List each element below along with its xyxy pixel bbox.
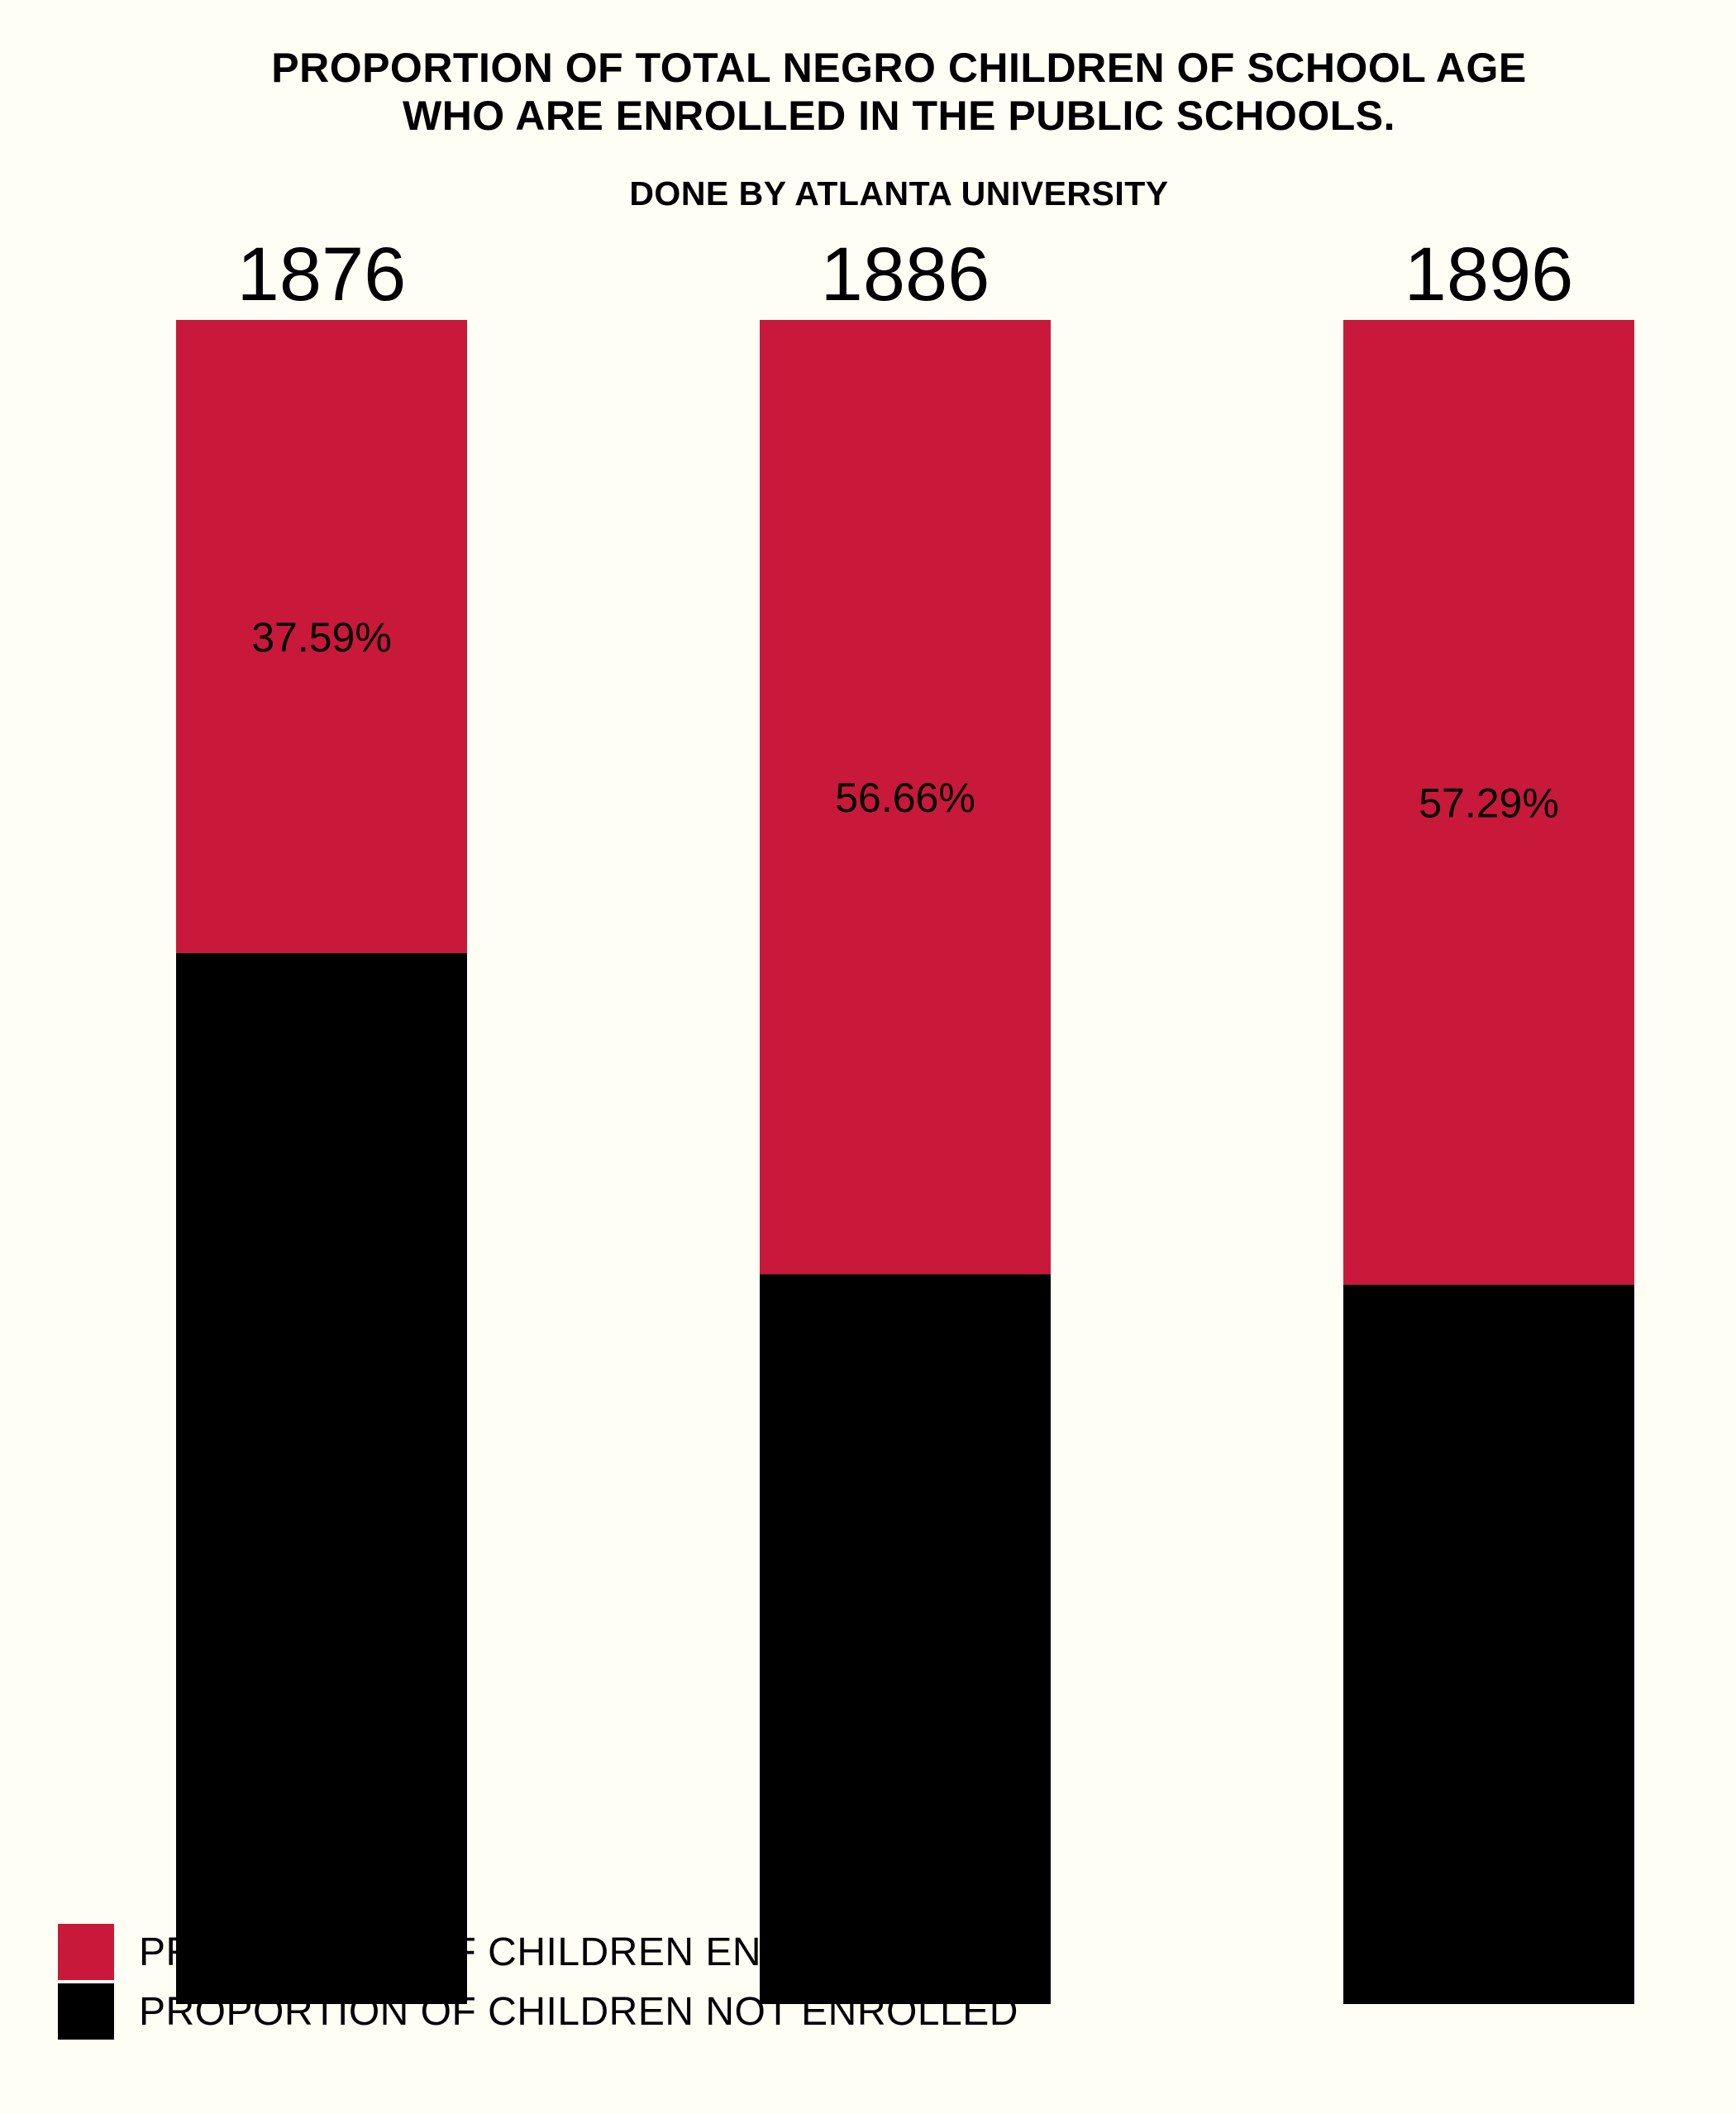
value-label-1886: 56.66% xyxy=(835,775,975,821)
value-label-1896: 57.29% xyxy=(1419,780,1559,827)
chart-title-line-1: PROPORTION OF TOTAL NEGRO CHILDREN OF SC… xyxy=(271,45,1527,91)
bar-not-enrolled-1896 xyxy=(1343,1285,1634,2005)
legend-swatch-not-enrolled xyxy=(58,1983,114,2040)
bar-not-enrolled-1886 xyxy=(760,1274,1051,2005)
year-label-1896: 1896 xyxy=(1405,232,1574,317)
legend-item-enrolled: PROPORTION OF CHILDREN ENROLLED xyxy=(58,1922,1018,1982)
year-label-1886: 1886 xyxy=(821,232,990,317)
chart-subtitle: DONE BY ATLANTA UNIVERSITY xyxy=(629,174,1169,212)
year-label-1876: 1876 xyxy=(237,232,407,317)
legend-label-enrolled: PROPORTION OF CHILDREN ENROLLED xyxy=(139,1930,923,1974)
chart-title-line-2: WHO ARE ENROLLED IN THE PUBLIC SCHOOLS. xyxy=(403,93,1395,139)
bar-enrolled-1896 xyxy=(1343,320,1634,1285)
legend-label-not-enrolled: PROPORTION OF CHILDREN NOT ENROLLED xyxy=(139,1989,1018,2034)
legend-swatch-enrolled xyxy=(58,1924,114,1980)
value-label-1876: 37.59% xyxy=(251,614,392,661)
bar-not-enrolled-1876 xyxy=(176,952,467,2005)
bar-enrolled-1876 xyxy=(176,320,467,953)
legend-item-not-enrolled: PROPORTION OF CHILDREN NOT ENROLLED xyxy=(58,1982,1018,2041)
bar-enrolled-1886 xyxy=(760,320,1051,1275)
legend: PROPORTION OF CHILDREN ENROLLED PROPORTI… xyxy=(58,1922,1018,2041)
